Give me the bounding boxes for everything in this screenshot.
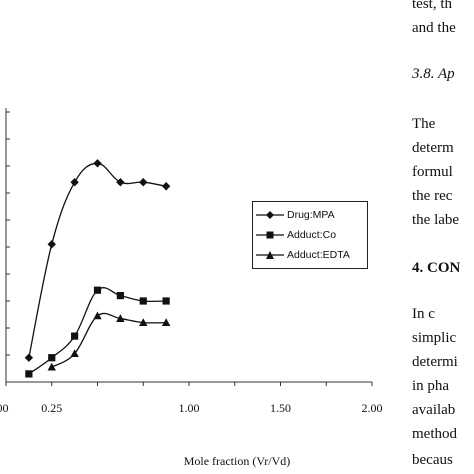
data-point-adduct-edta [93,311,102,320]
x-tick-label: 2.00 [362,401,383,415]
chart-series [24,159,171,378]
data-point-adduct-co [93,286,102,294]
data-point-drug-mpa [47,240,56,249]
body-text-line: 3.8. Ap [412,66,455,82]
series-line-adduct-edta [51,312,167,368]
x-tick-label: 1.50 [270,401,291,415]
body-text-line: the labe [412,212,460,228]
data-point-drug-mpa [161,182,171,191]
x-tick-label: 1.00 [179,401,200,415]
body-text-line: the rec [412,188,453,204]
legend-label-adduct-co: Adduct:Co [287,229,337,241]
data-point-drug-mpa [24,353,34,362]
triangle-marker-icon [256,251,284,259]
legend-item-drug-mpa: Drug:MPA [253,205,369,225]
data-point-adduct-co [139,297,147,305]
data-point-drug-mpa [70,178,79,187]
x-tick-label: 0.25 [41,401,62,415]
data-point-drug-mpa [139,178,148,187]
body-text-line: formul [412,164,453,180]
square-marker-icon [256,231,284,239]
data-point-adduct-edta [70,349,79,358]
legend-item-adduct-co: Adduct:Co [253,225,369,245]
x-axis-label: Mole fraction (Vr/Vd) [183,454,291,468]
data-point-adduct-edta [116,314,125,322]
legend-label-drug-mpa: Drug:MPA [287,209,335,221]
data-point-drug-mpa [93,159,102,168]
body-text-line: method [412,426,457,442]
data-point-drug-mpa [116,178,125,187]
body-text-line: in pha [412,378,450,394]
x-tick-label: 0.00 [0,401,9,415]
body-text-line: determ [412,140,454,156]
data-point-adduct-co [162,297,170,305]
body-text-line: In c [412,306,435,322]
legend-label-adduct-edta: Adduct:EDTA [287,249,350,261]
data-point-adduct-co [48,354,56,362]
data-point-adduct-co [25,370,33,378]
body-text-line: availab [412,402,456,418]
x-axis-ticks: 0.25 1.00 1.50 2.00 0.00 [0,382,383,415]
body-text-line: The [412,116,436,132]
body-text-line: test, th [412,0,452,12]
data-point-adduct-co [116,292,124,300]
data-point-adduct-edta [47,362,56,371]
data-point-adduct-co [71,332,79,340]
diamond-marker-icon [256,211,284,219]
body-text-line: simplic [412,330,457,346]
body-text-line: becaus [412,452,453,468]
data-point-adduct-edta [161,318,171,326]
body-text-line: determi [412,354,458,370]
series-line-drug-mpa [28,162,167,358]
legend-item-adduct-edta: Adduct:EDTA [253,245,369,265]
chart-legend: Drug:MPA Adduct:Co Adduct:EDTA [252,201,368,269]
body-text-line: 4. CON [412,260,461,276]
data-point-adduct-edta [139,318,148,326]
body-text-line: and the [412,20,456,36]
